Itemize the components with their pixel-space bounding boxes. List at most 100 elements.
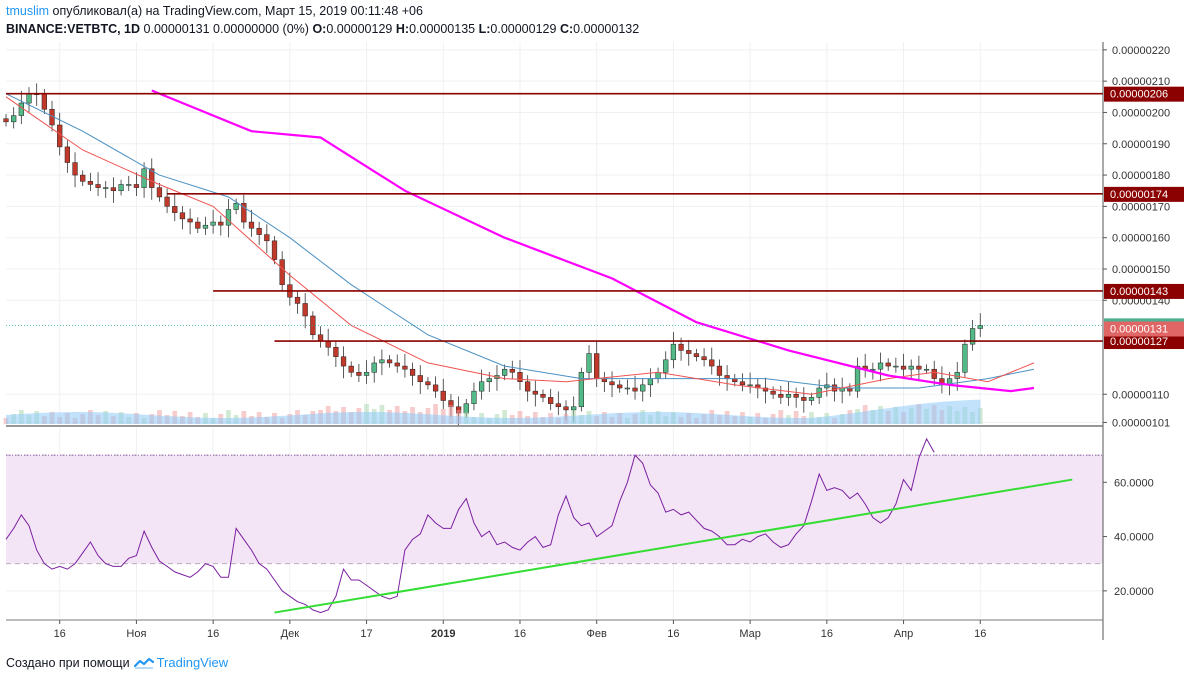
- time-tick-label: 16: [207, 628, 219, 640]
- price-tick-label: 0.00000170: [1112, 201, 1170, 213]
- candle-up: [624, 387, 631, 390]
- candle-down: [172, 206, 178, 213]
- candle-down: [271, 240, 278, 260]
- candle-down: [617, 384, 623, 389]
- price-tick-label: 0.00000101: [1112, 417, 1170, 429]
- price-tick-label: 0.00000150: [1112, 264, 1170, 276]
- footer-created-with: Создано при помощи: [6, 655, 130, 670]
- ohlc-legend: BINANCE:VETBTC, 1D 0.00000131 0.00000000…: [6, 22, 639, 36]
- level-price-tag-bg: [1104, 86, 1184, 102]
- candle-down: [417, 375, 423, 382]
- candle-up: [210, 221, 216, 226]
- frame: [6, 42, 1104, 640]
- candle-down: [356, 372, 362, 376]
- rsi-indicator: [5, 437, 1103, 614]
- volume-bar: [433, 404, 438, 424]
- rsi-line: [5, 437, 935, 614]
- candle-up: [118, 184, 124, 191]
- candle-down: [831, 384, 838, 392]
- candle-down: [770, 390, 776, 395]
- candle-up: [502, 368, 508, 376]
- price-tick-label: 0.00000110: [1112, 389, 1169, 401]
- candle-down: [110, 187, 117, 191]
- time-tick-label: Фев: [587, 628, 607, 640]
- level-price-tag-bg: [1104, 334, 1184, 350]
- rsi-trendline[interactable]: [274, 478, 1073, 614]
- candle-up: [893, 365, 899, 368]
- time-tick-label: Ноя: [126, 628, 146, 640]
- open-value: 0.00000129: [326, 22, 393, 36]
- time-tick-label: 16: [821, 628, 833, 640]
- moving-averages: [5, 89, 1035, 395]
- candle-down: [632, 387, 638, 392]
- volume-bar: [448, 405, 454, 424]
- candle-up: [923, 368, 930, 371]
- volume-bar: [226, 410, 231, 424]
- candle-down: [80, 174, 86, 182]
- candle-down: [594, 353, 600, 379]
- candle-down: [218, 221, 224, 226]
- candle-down: [57, 124, 63, 148]
- author-link[interactable]: tmuslim: [6, 4, 50, 18]
- volume-bar: [517, 411, 523, 424]
- candle-down: [686, 350, 692, 354]
- candle-down: [248, 221, 255, 229]
- close-price-tag-bg: [1104, 321, 1184, 337]
- candle-down: [41, 93, 47, 110]
- candle-down: [778, 394, 784, 398]
- high-label: H:: [395, 22, 410, 36]
- volume-bars: [3, 399, 983, 424]
- time-tick-label: Мар: [739, 628, 761, 640]
- candle-up: [663, 359, 669, 373]
- candle-down: [294, 296, 301, 304]
- candle-up: [954, 372, 960, 379]
- candle-down: [72, 162, 78, 176]
- high-value: 0.00000135: [409, 22, 476, 36]
- price-tick-label: 0.00000160: [1112, 233, 1170, 245]
- candle-down: [548, 397, 554, 404]
- brand-label: TradingView: [156, 655, 229, 670]
- candle-down: [402, 365, 408, 370]
- candle-down: [133, 184, 140, 188]
- price-tick-label: 0.00000180: [1112, 170, 1170, 182]
- candle-down: [409, 368, 416, 376]
- level-price-tag: 0.00000174: [1110, 189, 1168, 201]
- time-tick-label: 16: [54, 628, 66, 640]
- volume-bar: [241, 411, 247, 424]
- price-tick-label: 0.00000190: [1112, 139, 1170, 151]
- candle-down: [264, 234, 270, 242]
- candle-up: [463, 403, 469, 414]
- candle-down: [87, 181, 94, 185]
- candle-up: [977, 325, 983, 329]
- candle-up: [647, 378, 654, 386]
- candle-up: [808, 397, 815, 401]
- candle-up: [969, 328, 976, 345]
- time-tick-label: Дек: [281, 628, 300, 640]
- candle-up: [785, 394, 792, 398]
- rsi-tick-label: 20.0000: [1114, 586, 1154, 598]
- candle-down: [701, 356, 707, 361]
- candle-down: [716, 365, 723, 376]
- publish-info: tmuslim опубликовал(а) на TradingView.co…: [6, 4, 423, 18]
- candle-up: [962, 343, 968, 373]
- candle-up: [371, 362, 377, 373]
- candle-down: [195, 221, 201, 229]
- footer: Создано при помощи TradingView: [6, 655, 228, 670]
- price-tick-label: 0.00000200: [1112, 107, 1170, 119]
- candle-down: [95, 184, 101, 188]
- candle-down: [532, 390, 538, 395]
- time-tick-label: 16: [974, 628, 986, 640]
- candle-down: [793, 394, 799, 398]
- candle-down: [425, 381, 431, 386]
- candle-down: [916, 365, 922, 370]
- candle-down: [348, 365, 354, 373]
- tradingview-brand[interactable]: TradingView: [133, 655, 229, 670]
- candle-up: [670, 343, 677, 361]
- candle-up: [202, 224, 209, 229]
- close-value: 0.00000132: [573, 22, 640, 36]
- candle-down: [279, 259, 285, 285]
- candle-down: [179, 212, 186, 220]
- candle-up: [478, 381, 485, 392]
- price-tick-label: 0.00000220: [1112, 45, 1170, 57]
